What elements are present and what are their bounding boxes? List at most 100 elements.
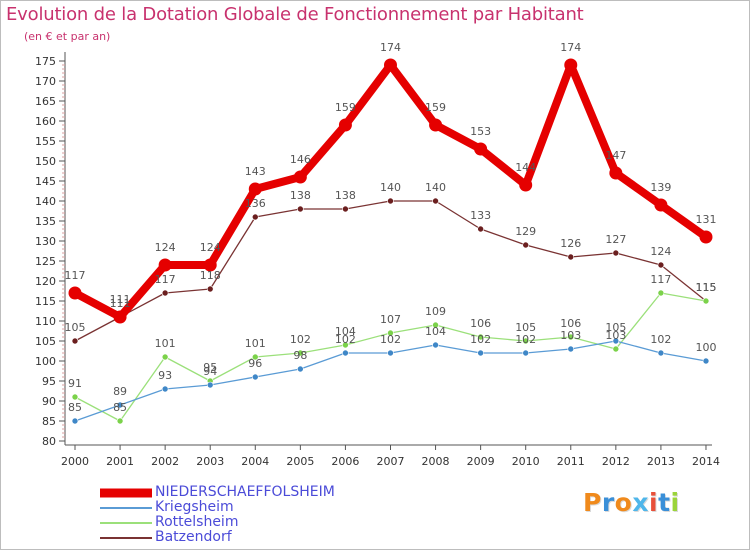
data-point-rottelsheim bbox=[567, 333, 575, 341]
data-label: 103 bbox=[605, 329, 626, 342]
y-tick-label: 110 bbox=[35, 315, 56, 328]
x-tick-label: 2001 bbox=[106, 455, 134, 468]
data-label: 107 bbox=[380, 313, 401, 326]
data-point-rottelsheim bbox=[71, 393, 79, 401]
data-label: 174 bbox=[380, 41, 401, 54]
data-point-rottelsheim bbox=[657, 289, 665, 297]
y-tick-label: 140 bbox=[35, 195, 56, 208]
data-point-niederschaeffolsheim bbox=[609, 166, 623, 180]
data-label: 102 bbox=[290, 333, 311, 346]
y-tick-label: 175 bbox=[35, 55, 56, 68]
data-point-rottelsheim bbox=[251, 353, 259, 361]
legend-swatch bbox=[100, 537, 152, 539]
data-label: 101 bbox=[155, 337, 176, 350]
data-label: 95 bbox=[203, 361, 217, 374]
data-label: 174 bbox=[560, 41, 581, 54]
data-label: 140 bbox=[425, 181, 446, 194]
data-point-niederschaeffolsheim bbox=[654, 198, 668, 212]
x-tick-label: 2007 bbox=[376, 455, 404, 468]
y-tick-label: 150 bbox=[35, 155, 56, 168]
data-label: 133 bbox=[470, 209, 491, 222]
data-point-kriegsheim bbox=[206, 381, 214, 389]
legend-label: Kriegsheim bbox=[155, 499, 234, 515]
data-point-kriegsheim bbox=[477, 349, 484, 357]
data-point-kriegsheim bbox=[71, 417, 79, 425]
data-point-kriegsheim bbox=[432, 341, 439, 349]
data-label: 102 bbox=[380, 333, 401, 346]
legend-swatch bbox=[100, 507, 152, 509]
data-label: 131 bbox=[695, 213, 716, 226]
data-label: 106 bbox=[560, 317, 581, 330]
data-point-batzendorf bbox=[251, 213, 259, 221]
data-label: 129 bbox=[515, 225, 536, 238]
y-tick-label: 130 bbox=[35, 235, 56, 248]
logo-letter: i bbox=[670, 488, 680, 517]
data-label: 102 bbox=[515, 333, 536, 346]
data-label: 101 bbox=[245, 337, 266, 350]
data-point-batzendorf bbox=[477, 225, 484, 233]
data-label: 117 bbox=[155, 273, 176, 286]
data-label: 102 bbox=[335, 333, 356, 346]
data-label: 105 bbox=[515, 321, 536, 334]
data-label: 111 bbox=[110, 293, 131, 306]
x-tick-label: 2000 bbox=[61, 455, 89, 468]
data-label: 126 bbox=[560, 237, 581, 250]
x-tick-label: 2004 bbox=[241, 455, 269, 468]
data-point-batzendorf bbox=[612, 249, 620, 257]
data-label: 140 bbox=[380, 181, 401, 194]
y-tick-label: 85 bbox=[42, 415, 56, 428]
data-point-rottelsheim bbox=[342, 341, 349, 349]
data-label: 85 bbox=[113, 401, 127, 414]
legend-label: NIEDERSCHAEFFOLSHEIM bbox=[155, 484, 335, 500]
data-point-niederschaeffolsheim bbox=[429, 118, 443, 132]
data-label: 93 bbox=[158, 369, 172, 382]
y-tick-label: 90 bbox=[42, 395, 56, 408]
y-tick-label: 170 bbox=[35, 75, 56, 88]
data-label: 94 bbox=[203, 365, 217, 378]
x-tick-label: 2014 bbox=[692, 455, 720, 468]
data-label: 100 bbox=[695, 341, 716, 354]
data-label: 104 bbox=[335, 325, 356, 338]
chart-axes: 80 85 90 95 100 105 110 115 120 125 130 135 140 145 15… bbox=[35, 52, 720, 468]
chart-title: Evolution de la Dotation Globale de Fonc… bbox=[6, 4, 584, 25]
logo-letter: x bbox=[632, 488, 649, 517]
data-point-rottelsheim bbox=[477, 333, 484, 341]
data-label: 98 bbox=[293, 349, 307, 362]
legend-item: Rottelsheim bbox=[100, 514, 400, 531]
data-point-niederschaeffolsheim bbox=[699, 230, 713, 244]
data-label: 159 bbox=[425, 101, 446, 114]
y-tick-label: 80 bbox=[42, 435, 56, 448]
data-label: 146 bbox=[290, 153, 311, 166]
data-label: 103 bbox=[560, 329, 581, 342]
x-tick-label: 2005 bbox=[286, 455, 314, 468]
data-point-rottelsheim bbox=[116, 417, 124, 425]
data-point-rottelsheim bbox=[612, 345, 620, 353]
data-label: 139 bbox=[650, 181, 671, 194]
data-label: 109 bbox=[425, 305, 446, 318]
data-point-kriegsheim bbox=[522, 349, 530, 357]
logo-letter: i bbox=[649, 488, 659, 517]
data-label: 111 bbox=[110, 297, 131, 310]
logo-letter: t bbox=[658, 488, 671, 517]
data-point-niederschaeffolsheim bbox=[338, 118, 352, 132]
logo-letter: r bbox=[601, 488, 615, 517]
data-label: 138 bbox=[290, 189, 311, 202]
legend-swatch bbox=[100, 488, 152, 498]
data-point-batzendorf bbox=[567, 253, 575, 261]
data-point-batzendorf bbox=[432, 197, 439, 205]
series-lines bbox=[68, 58, 713, 425]
data-point-niederschaeffolsheim bbox=[383, 58, 397, 72]
proxiti-logo: Proxiti bbox=[583, 488, 680, 517]
data-point-batzendorf bbox=[206, 285, 214, 293]
data-label: 89 bbox=[113, 385, 127, 398]
data-label: 147 bbox=[605, 149, 626, 162]
x-tick-label: 2002 bbox=[151, 455, 179, 468]
data-label: 153 bbox=[470, 125, 491, 138]
legend-swatch bbox=[100, 522, 152, 524]
data-label: 124 bbox=[155, 241, 176, 254]
legend-label: Batzendorf bbox=[155, 529, 232, 545]
logo-letter: o bbox=[614, 488, 633, 517]
y-tick-label: 115 bbox=[35, 295, 56, 308]
data-point-kriegsheim bbox=[251, 373, 259, 381]
